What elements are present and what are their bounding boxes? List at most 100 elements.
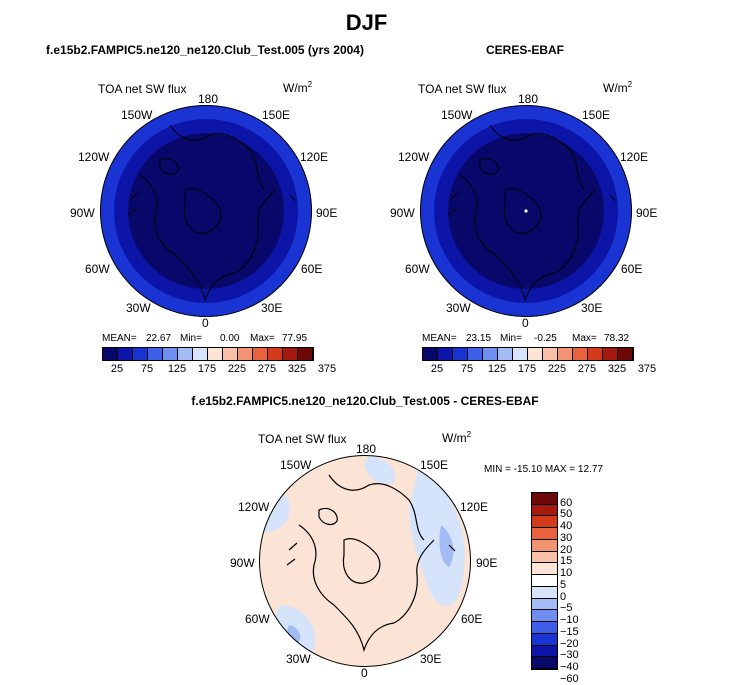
panel-2-pole-point [524, 209, 528, 213]
panel-1-colorbar-tick-label: 125 [167, 363, 187, 375]
panel-1-lon-180: 180 [198, 92, 219, 106]
panel-1-colorbar-cell [298, 348, 313, 360]
panel-3-title: f.e15b2.FAMPIC5.ne120_ne120.Club_Test.00… [191, 394, 539, 408]
panel-2-colorbar-cell [468, 348, 483, 360]
panel-2-colorbar-cell [528, 348, 543, 360]
panel-1-units: W/m2 [283, 80, 313, 95]
panel-1-colorbar-tick-label: 325 [287, 363, 307, 375]
panel-3-colorbar-cell [532, 551, 557, 564]
panel-2-min-label: Min= [500, 333, 522, 344]
panel-1-lon-120e: 120E [300, 150, 329, 164]
panel-2-colorbar-tick-label: 275 [577, 363, 597, 375]
panel-3-colorbar-tick-label: 5 [560, 578, 567, 591]
panel-2-colorbar-cell [438, 348, 453, 360]
panel-2-colorbar [422, 347, 634, 361]
panel-1-colorbar-tick-label: 225 [227, 363, 247, 375]
panel-1-colorbar-cell [253, 348, 268, 360]
panel-1-colorbar-cell [268, 348, 283, 360]
panel-1-colorbar [102, 347, 314, 361]
panel-1-lon-120w: 120W [78, 150, 110, 164]
panel-3-lon-150w: 150W [280, 458, 312, 472]
panel-2-colorbar-cell [618, 348, 633, 360]
panel-3-colorbar-cell [532, 586, 557, 599]
panel-3-colorbar-cell [532, 563, 557, 576]
panel-1-title: f.e15b2.FAMPIC5.ne120_ne120.Club_Test.00… [46, 43, 364, 57]
panel-3-colorbar-cell [532, 504, 557, 517]
panel-2-lon-90w: 90W [390, 206, 415, 220]
panel-2-lon-30w: 30W [446, 301, 471, 315]
panel-2-lon-180: 180 [518, 92, 539, 106]
panel-1-max-label: Max= [250, 333, 275, 344]
panel-3-colorbar-cell [532, 516, 557, 529]
panel-3-colorbar-cell [532, 539, 557, 552]
panel-3-colorbar-cell [532, 657, 557, 669]
panel-3-colorbar-tick-label: 20 [560, 543, 573, 556]
panel-1-lon-60w: 60W [85, 262, 110, 276]
panel-2-colorbar-tick-label: 125 [487, 363, 507, 375]
panel-3-colorbar-cell [532, 622, 557, 634]
panel-3-colorbar-ticks: 60 50 40 30 20 15 10 5 0 −5 −10 −15 −20 −30 −40 −60 [560, 492, 600, 685]
panel-2-lon-0: 0 [522, 316, 529, 330]
panel-1-colorbar-cell [283, 348, 298, 360]
panel-1-colorbar-cell [238, 348, 253, 360]
panel-3-polar-map [259, 455, 471, 667]
panel-3-colorbar-tick-label: −20 [560, 637, 579, 650]
panel-2-colorbar-tick-label: 175 [517, 363, 537, 375]
panel-3-colorbar-tick-label: 10 [560, 567, 573, 580]
panel-1-inner-band [128, 133, 284, 289]
panel-1-lon-90e: 90E [316, 206, 338, 220]
panel-2-colorbar-ticks: 25 75 125 175 225 275 325 375 [422, 363, 656, 375]
panel-1-lon-30w: 30W [126, 301, 151, 315]
panel-2-lon-150e: 150E [582, 108, 611, 122]
panel-1-colorbar-tick-label: 275 [257, 363, 277, 375]
panel-2-polar-map [420, 105, 632, 317]
panel-3-colorbar-tick-label: −5 [560, 602, 573, 615]
panel-3-colorbar-cell [532, 493, 557, 505]
panel-2-colorbar-tick-label: 325 [607, 363, 627, 375]
figure-title: DJF [345, 10, 388, 35]
panel-3-lon-60e: 60E [461, 612, 483, 626]
panel-1-colorbar-tick-label: 75 [140, 363, 154, 375]
panel-3-colorbar-tick-label: −30 [560, 649, 579, 662]
panel-3-colorbar-cell [532, 610, 557, 623]
panel-2-lon-120e: 120E [620, 150, 649, 164]
panel-1-colorbar-cell [118, 348, 133, 360]
panel-2-colorbar-tick-label: 75 [460, 363, 474, 375]
panel-3-lon-120e: 120E [460, 500, 489, 514]
panel-3-colorbar-tick-label: 15 [560, 555, 573, 568]
panel-3-colorbar-cell [532, 575, 557, 587]
panel-2-field-label: TOA net SW flux [418, 82, 507, 96]
panel-2-lon-120w: 120W [398, 150, 430, 164]
panel-1-min-value: 0.00 [220, 333, 240, 344]
panel-3-lon-60w: 60W [245, 612, 270, 626]
panel-1-lon-60e: 60E [301, 262, 323, 276]
panel-3-colorbar-tick-label: −60 [560, 672, 579, 685]
panel-2-max-value: 78.32 [604, 333, 630, 344]
panel-2-colorbar-cell [498, 348, 513, 360]
panel-2-units: W/m2 [603, 80, 633, 95]
panel-3-colorbar [531, 492, 558, 670]
panel-1-min-label: Min= [180, 333, 202, 344]
panel-2-colorbar-cell [423, 348, 438, 360]
panel-3-minmax: MIN = -15.10 MAX = 12.77 [484, 464, 603, 475]
panel-2-mean-label: MEAN= [422, 333, 457, 344]
panel-3-colorbar-cell [532, 528, 557, 540]
panel-1-max-value: 77.95 [282, 333, 308, 344]
panel-1-coastlines [127, 124, 297, 302]
panel-2-colorbar-tick-label: 375 [637, 363, 657, 375]
panel-2-lon-90e: 90E [636, 206, 658, 220]
panel-3-colorbar-tick-label: −40 [560, 661, 579, 673]
panel-3-lon-150e: 150E [420, 458, 449, 472]
panel-1-colorbar-cell [103, 348, 118, 360]
panel-2-lon-30e: 30E [581, 301, 603, 315]
panel-1-colorbar-cell [223, 348, 238, 360]
panel-1-colorbar-tick-label: 175 [197, 363, 217, 375]
panel-3-colorbar-tick-label: 30 [560, 531, 573, 544]
panel-2-colorbar-cell [558, 348, 573, 360]
panel-1-colorbar-ticks: 25 75 125 175 225 275 325 375 [102, 363, 336, 375]
panel-1-colorbar-cell [148, 348, 163, 360]
panel-1-lon-0: 0 [202, 316, 209, 330]
panel-1-mean-label: MEAN= [102, 333, 137, 344]
panel-2-colorbar-cell [543, 348, 558, 360]
panel-3-colorbar-tick-label: 50 [560, 508, 573, 521]
